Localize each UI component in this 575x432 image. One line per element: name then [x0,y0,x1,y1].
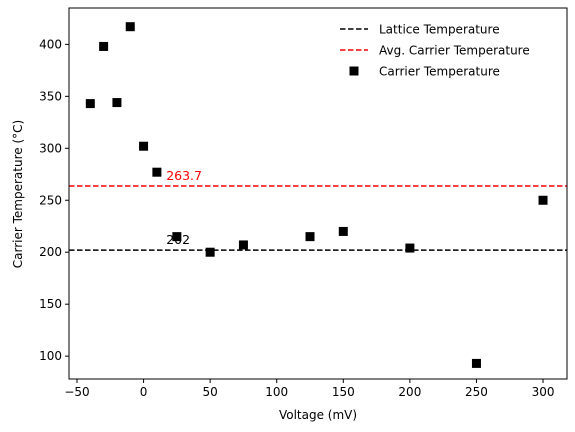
plot-frame [68,7,568,380]
data-point [405,243,415,253]
data-point [538,195,548,205]
y-tick-label: 250 [39,193,62,207]
data-point [112,98,122,108]
y-tick-label: 100 [39,349,62,363]
data-points [85,22,548,368]
legend-swatch-2 [349,66,359,76]
data-point [338,226,348,236]
y-tick-label: 400 [39,37,62,51]
x-tick-label: 300 [532,385,555,399]
line-annotations: 202 263.7 [166,168,202,247]
x-tick-label: 150 [332,385,355,399]
data-point [85,99,95,109]
data-point [305,232,315,242]
x-tick-label: 50 [203,385,218,399]
data-point [139,141,149,151]
y-axis-ticks: 100 150 200 250 300 350 400 [39,37,69,363]
x-tick-label: 250 [465,385,488,399]
x-tick-label: 100 [265,385,288,399]
x-tick-label: 200 [398,385,421,399]
data-point [205,247,215,257]
data-point [99,41,109,51]
legend: Lattice Temperature Avg. Carrier Temperat… [340,23,530,79]
data-point [152,167,162,177]
y-tick-label: 300 [39,141,62,155]
reference-lines [69,185,567,251]
y-tick-label: 350 [39,89,62,103]
x-axis-ticks: −50 0 50 100 150 200 250 300 [64,379,554,399]
data-point [125,22,135,32]
x-tick-label: −50 [64,385,89,399]
reference-line-label-1: 263.7 [166,168,202,183]
y-tick-label: 200 [39,245,62,259]
reference-line-label-0: 202 [166,232,190,247]
data-point [471,358,481,368]
data-point [172,232,182,242]
y-axis-label: Carrier Temperature (°C) [11,120,25,268]
x-axis-label: Voltage (mV) [279,408,357,422]
data-point [238,240,248,250]
y-tick-label: 150 [39,297,62,311]
legend-label-2: Carrier Temperature [379,65,500,79]
x-tick-label: 0 [140,385,148,399]
legend-label-1: Avg. Carrier Temperature [379,44,530,58]
legend-label-0: Lattice Temperature [379,23,500,37]
